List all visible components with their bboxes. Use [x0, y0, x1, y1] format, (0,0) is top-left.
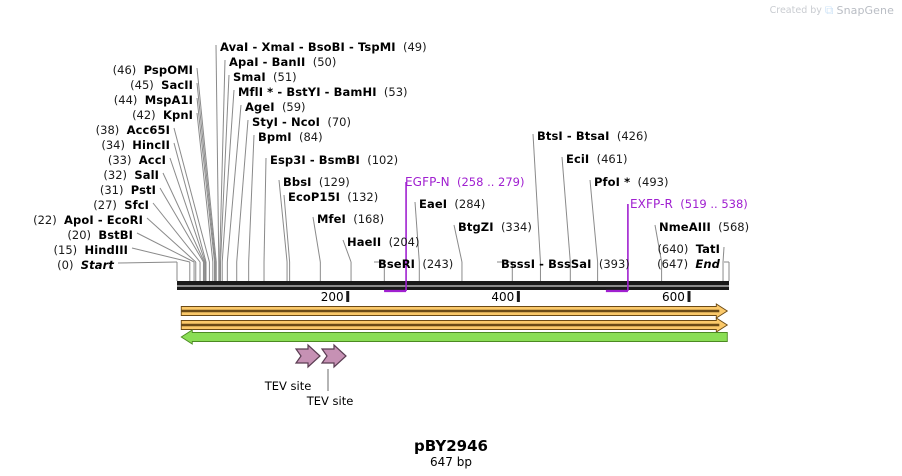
site-leader-eaei: [414, 201, 420, 263]
site-leader-smai: [220, 74, 230, 263]
site-label-sacii[interactable]: (45) SacII: [130, 78, 193, 92]
site-label-mfei[interactable]: MfeI (168): [317, 212, 385, 226]
site-label-btgzi[interactable]: BtgZI (334): [458, 220, 532, 234]
ruler-tick-400: [516, 291, 520, 302]
plasmid-name: pBY2946: [414, 437, 488, 455]
track-arrow-track-green-1[interactable]: [180, 329, 728, 345]
site-label-sfci[interactable]: (27) SfcI: [93, 198, 149, 212]
site-label-bpmi[interactable]: BpmI (84): [258, 130, 323, 144]
site-leader-acci: [169, 157, 206, 263]
site-leader-nmeaiii: [654, 224, 663, 263]
site-label-styi-ncoi[interactable]: StyI - NcoI (70): [252, 115, 351, 129]
site-label-avai-xmai-bsobi-tspmi[interactable]: AvaI - XmaI - BsoBI - TspMI (49): [220, 40, 427, 54]
site-label-ecop15i[interactable]: EcoP15I (132): [288, 190, 379, 204]
site-leader-styi-ncoi: [236, 119, 249, 263]
backbone-bar-bottom: [177, 286, 729, 290]
feature-tracks-group: [180, 303, 729, 345]
site-label-bsssi-bsssai[interactable]: BsssI - BssSaI (393): [501, 257, 630, 271]
primer-markers-group: [384, 182, 629, 293]
site-leader-kpni: [196, 112, 214, 263]
site-label-apai-banii[interactable]: ApaI - BanII (50): [229, 55, 337, 69]
site-leader-btgzi: [453, 224, 463, 263]
site-label-pspomi[interactable]: (46) PspOMI: [112, 63, 193, 77]
site-leader-hindiii: [131, 247, 190, 263]
ruler-tick-label-600: 600: [661, 290, 685, 304]
site-label-hindiii[interactable]: (15) HindIII: [53, 243, 128, 257]
backbone-group: [177, 281, 729, 290]
site-label-sali[interactable]: (32) SalI: [103, 168, 159, 182]
site-label-hincii[interactable]: (34) HincII: [101, 138, 170, 152]
site-label-agei[interactable]: AgeI (59): [245, 100, 306, 114]
backbone-bar-top: [177, 281, 729, 286]
site-leader-start: [117, 261, 178, 264]
site-label-apoi-ecori[interactable]: (22) ApoI - EcoRI: [33, 213, 143, 227]
watermark-brand: SnapGene: [836, 4, 894, 17]
site-leader-hincii: [173, 142, 207, 263]
site-leader-bstbi: [136, 232, 195, 263]
site-label-smai[interactable]: SmaI (51): [233, 70, 297, 84]
site-leader-mspa1i: [196, 97, 216, 263]
site-leader-bbsi: [278, 179, 288, 263]
ruler-tick-label-200: 200: [320, 290, 344, 304]
site-label-start[interactable]: (0) Start: [57, 258, 114, 272]
site-leader-btsi-btsai: [532, 133, 541, 263]
feature-label-tev-site-1[interactable]: TEV site: [264, 379, 312, 393]
site-label-psti[interactable]: (31) PstI: [99, 183, 156, 197]
ruler-tick-200: [346, 291, 350, 302]
site-leader-sacii: [196, 82, 216, 263]
feature-arrow-tev-site-1[interactable]: [294, 343, 321, 369]
site-leader-sfci: [152, 202, 201, 263]
watermark-prefix: Created by: [769, 5, 822, 16]
site-leader-apai-banii: [219, 59, 226, 263]
site-label-haeii[interactable]: HaeII (204): [347, 235, 420, 249]
site-features-group: [294, 343, 347, 391]
site-leader-apoi-ecori: [146, 217, 197, 263]
site-label-kpni[interactable]: (42) KpnI: [132, 108, 193, 122]
site-label-end[interactable]: (647) End: [657, 257, 720, 271]
site-label-bbsi[interactable]: BbsI (129): [283, 175, 350, 189]
site-leader-acc65i: [173, 127, 210, 263]
site-leader-bpmi: [248, 134, 255, 263]
site-leader-ecop15i: [283, 194, 291, 263]
leader-lines-group: [117, 44, 730, 281]
feature-label-tev-site-2[interactable]: TEV site: [306, 394, 354, 408]
site-leader-esp3i-bsmbi: [263, 157, 267, 263]
snapgene-leaf-icon: ⧉: [824, 3, 834, 17]
site-label-acc65i[interactable]: (38) Acc65I: [95, 123, 170, 137]
site-label-acci[interactable]: (33) AccI: [107, 153, 166, 167]
feature-arrow-tev-site-2[interactable]: [320, 343, 347, 369]
site-leader-pspomi: [196, 67, 217, 263]
site-label-mfli-bstyi-bamhi[interactable]: MflI * - BstYI - BamHI (53): [238, 85, 408, 99]
snapgene-watermark: Created by ⧉ SnapGene: [770, 3, 894, 18]
site-leader-tati: [722, 246, 725, 263]
site-leader-agei: [226, 104, 242, 263]
primer-label-egfp-n[interactable]: EGFP-N (258 .. 279): [405, 175, 525, 189]
site-label-ecii[interactable]: EciI (461): [566, 152, 628, 166]
site-label-eaei[interactable]: EaeI (284): [419, 197, 486, 211]
site-leader-pfoi: [589, 179, 599, 263]
site-label-mspa1i[interactable]: (44) MspA1I: [113, 93, 193, 107]
site-leader-mfei: [312, 216, 321, 263]
site-leader-sali: [162, 172, 205, 263]
ruler-tick-600: [687, 291, 691, 302]
site-leader-psti: [159, 187, 204, 263]
site-label-esp3i-bsmbi[interactable]: Esp3I - BsmBI (102): [270, 153, 399, 167]
site-label-btsi-btsai[interactable]: BtsI - BtsaI (426): [537, 129, 648, 143]
primer-label-exfp-r[interactable]: EXFP-R (519 .. 538): [630, 197, 748, 211]
site-label-bstbi[interactable]: (20) BstBI: [67, 228, 133, 242]
site-label-bseri[interactable]: BseRI (243): [378, 257, 454, 271]
ruler-tick-label-400: 400: [491, 290, 515, 304]
site-label-pfoi[interactable]: PfoI * (493): [594, 175, 669, 189]
site-leader-avai-xmai-bsobi-tspmi: [215, 44, 220, 263]
ruler-ticks-group: [346, 291, 691, 302]
site-label-tati[interactable]: (640) TatI: [657, 242, 720, 256]
site-leader-ecii: [561, 156, 571, 263]
site-label-nmeaiii[interactable]: NmeAIII (568): [659, 220, 750, 234]
site-leader-mfli-bstyi-bamhi: [221, 89, 235, 263]
site-leader-haeii: [342, 239, 352, 263]
plasmid-length: 647 bp: [430, 455, 472, 469]
